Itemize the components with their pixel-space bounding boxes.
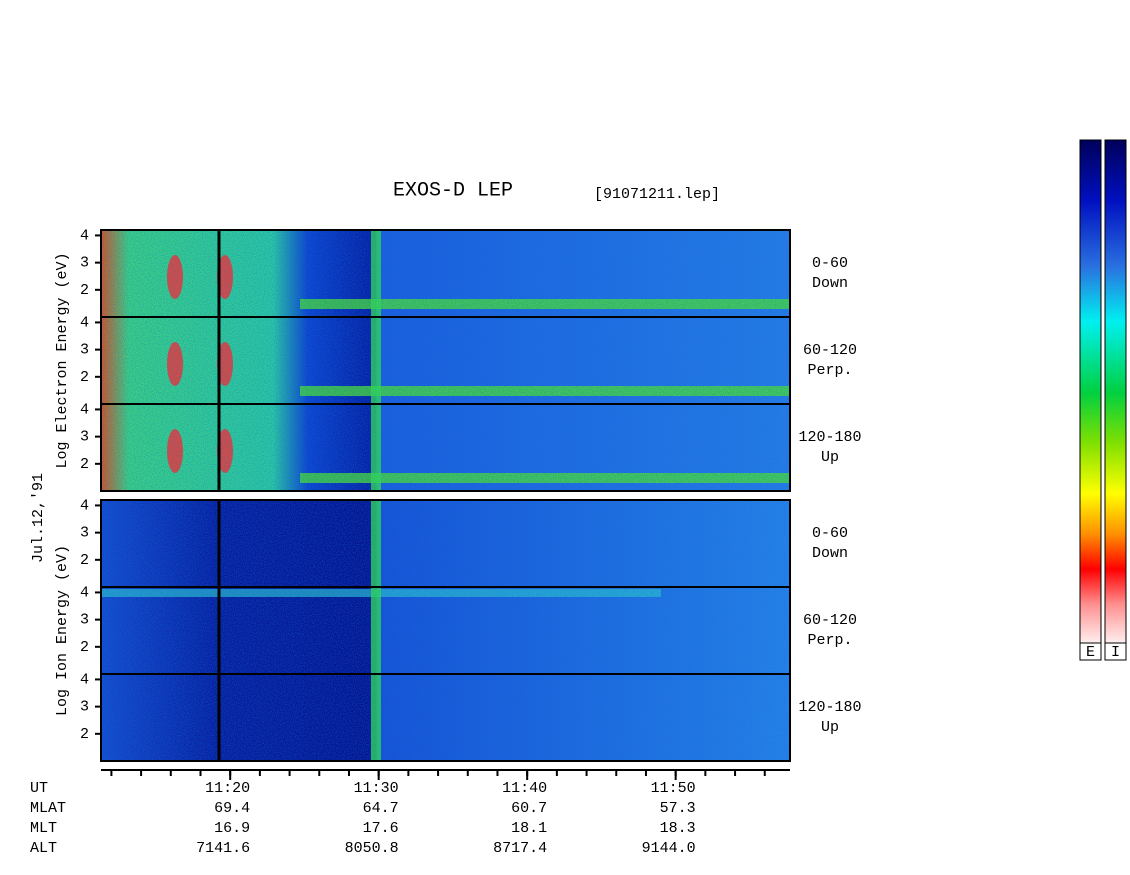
spectrogram-noise	[101, 404, 790, 491]
direction-label: Up	[821, 449, 839, 466]
direction-label: Up	[821, 719, 839, 736]
file-name: [91071211.lep]	[594, 186, 720, 203]
y-tick-label: 4	[80, 584, 89, 601]
row-value: 18.3	[660, 820, 696, 837]
row-name: MLT	[30, 820, 57, 837]
colorbar-label: I	[1111, 644, 1120, 661]
y-tick-label: 3	[80, 699, 89, 716]
spectrogram-noise	[101, 317, 790, 404]
direction-label: Perp.	[807, 362, 852, 379]
spectrogram-stripe	[371, 230, 381, 317]
direction-label: Down	[812, 545, 848, 562]
spectrogram-noise	[101, 500, 790, 587]
y-tick-label: 2	[80, 639, 89, 656]
y-tick-label: 4	[80, 671, 89, 688]
y-tick-label: 4	[80, 227, 89, 244]
row-value: 57.3	[660, 800, 696, 817]
colorbar-label-box	[1079, 642, 1102, 661]
row-value: 69.4	[214, 800, 250, 817]
y-tick-label: 3	[80, 255, 89, 272]
x-tick-label: 11:30	[354, 780, 399, 797]
y-tick-label: 4	[80, 401, 89, 418]
row-value: 64.7	[363, 800, 399, 817]
y-tick-label: 4	[80, 314, 89, 331]
colorbar-label: E	[1086, 644, 1095, 661]
group-label: Log Electron Energy (eV)	[54, 252, 71, 468]
x-tick-label: 11:50	[651, 780, 696, 797]
title: EXOS-D LEP	[393, 179, 513, 202]
y-tick-label: 3	[80, 429, 89, 446]
y-tick-label: 3	[80, 342, 89, 359]
angle-label: 0-60	[812, 525, 848, 542]
y-tick-label: 2	[80, 369, 89, 386]
angle-label: 60-120	[803, 342, 857, 359]
angle-label: 120-180	[798, 699, 861, 716]
y-tick-label: 2	[80, 726, 89, 743]
row-name: MLAT	[30, 800, 66, 817]
spectrogram-stripe	[371, 674, 381, 761]
y-tick-label: 3	[80, 525, 89, 542]
row-value: 17.6	[363, 820, 399, 837]
x-tick-label: 11:40	[502, 780, 547, 797]
row-value: 7141.6	[196, 840, 250, 857]
row-value: 8050.8	[345, 840, 399, 857]
row-value: 9144.0	[642, 840, 696, 857]
row-name: ALT	[30, 840, 57, 857]
spectrogram-noise	[101, 230, 790, 317]
panel-frame	[100, 673, 791, 762]
row-value: 8717.4	[493, 840, 547, 857]
colorbar	[1079, 139, 1102, 646]
date-label: Jul.12,'91	[30, 473, 47, 563]
x-tick-label: 11:20	[205, 780, 250, 797]
direction-label: Perp.	[807, 632, 852, 649]
row-value: 18.1	[511, 820, 547, 837]
y-tick-label: 2	[80, 282, 89, 299]
spectrogram-noise	[101, 674, 790, 761]
y-tick-label: 3	[80, 612, 89, 629]
spectrogram-noise	[101, 587, 790, 674]
spectrogram-stripe	[371, 317, 381, 404]
group-label: Log Ion Energy (eV)	[54, 545, 71, 716]
row-value: 60.7	[511, 800, 547, 817]
row-value: 16.9	[214, 820, 250, 837]
panel-frame	[100, 403, 791, 492]
y-tick-label: 4	[80, 497, 89, 514]
spectrogram-stripe	[371, 404, 381, 491]
colorbar	[1104, 139, 1127, 646]
angle-label: 60-120	[803, 612, 857, 629]
angle-label: 0-60	[812, 255, 848, 272]
spectrogram-stripe	[371, 500, 381, 587]
angle-label: 120-180	[798, 429, 861, 446]
y-tick-label: 2	[80, 552, 89, 569]
direction-label: Down	[812, 275, 848, 292]
colorbar-label-box	[1104, 642, 1127, 661]
y-tick-label: 2	[80, 456, 89, 473]
spectrogram-stripe	[371, 587, 381, 674]
x-axis-label: UT	[30, 780, 48, 797]
